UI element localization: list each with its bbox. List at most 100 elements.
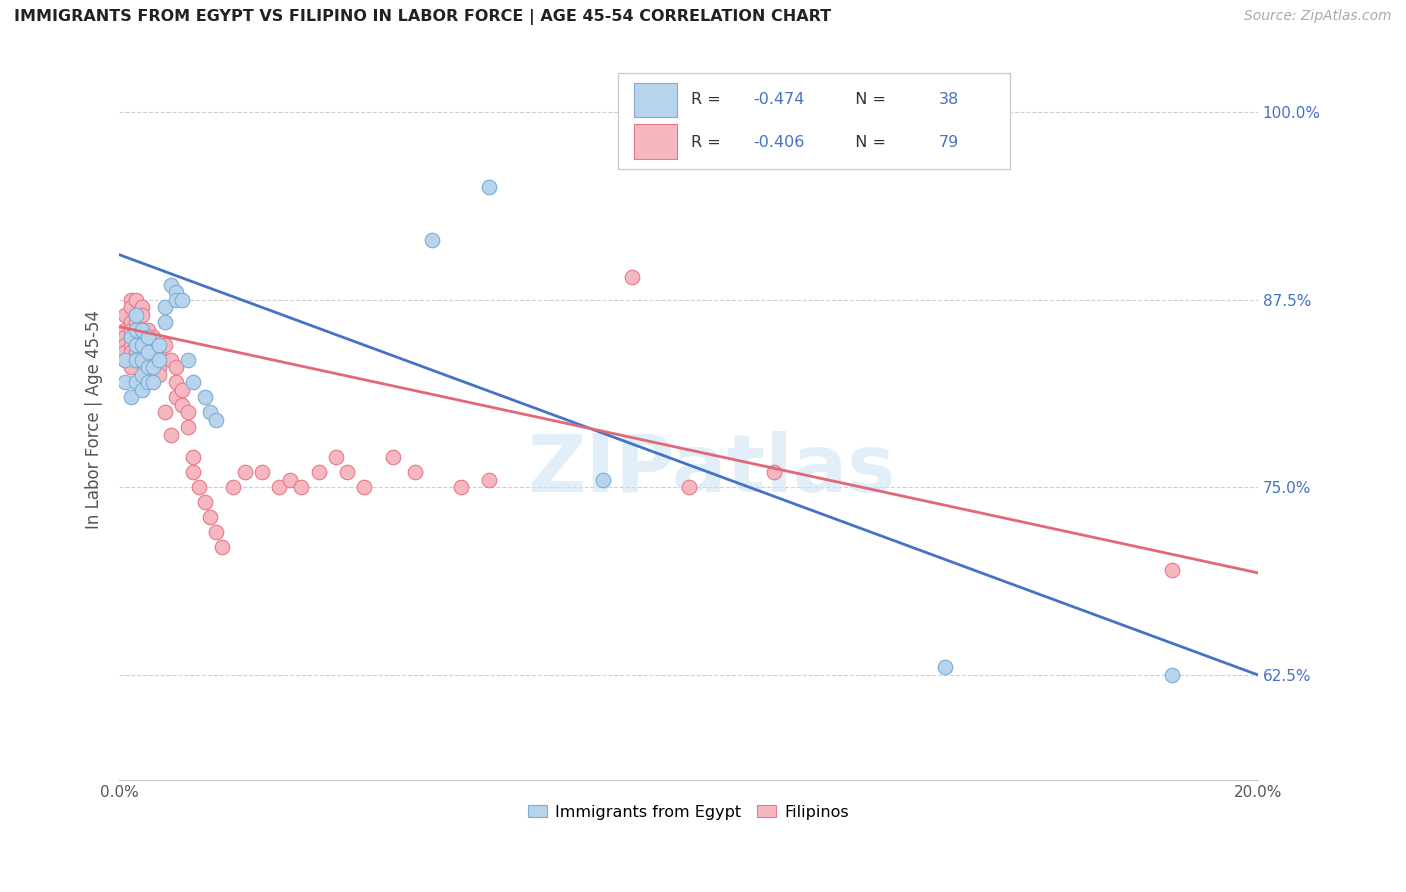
Point <box>131 308 153 322</box>
Point <box>165 360 187 375</box>
Point <box>353 480 375 494</box>
Legend: Immigrants from Egypt, Filipinos: Immigrants from Egypt, Filipinos <box>522 798 855 826</box>
Point <box>148 352 170 367</box>
Point <box>120 293 142 307</box>
Text: -0.474: -0.474 <box>754 93 804 107</box>
Point <box>142 337 165 351</box>
FancyBboxPatch shape <box>634 83 678 117</box>
Point <box>120 315 142 329</box>
Point <box>136 337 159 351</box>
Point <box>148 337 170 351</box>
Point <box>159 277 181 292</box>
Point <box>200 510 222 524</box>
Point <box>131 383 153 397</box>
Point <box>1161 668 1184 682</box>
Point <box>934 660 956 674</box>
Point <box>114 337 136 351</box>
Point <box>136 376 159 390</box>
Point <box>159 352 181 367</box>
Point <box>125 293 148 307</box>
Text: ZIPatlas: ZIPatlas <box>527 431 896 509</box>
Point <box>114 352 136 367</box>
Text: IMMIGRANTS FROM EGYPT VS FILIPINO IN LABOR FORCE | AGE 45-54 CORRELATION CHART: IMMIGRANTS FROM EGYPT VS FILIPINO IN LAB… <box>14 9 831 25</box>
Point <box>165 376 187 390</box>
Point <box>131 337 153 351</box>
Point <box>120 300 142 314</box>
Point <box>762 465 785 479</box>
Point <box>153 405 176 419</box>
Point <box>131 337 153 351</box>
Point <box>125 337 148 351</box>
Text: -0.406: -0.406 <box>754 135 804 150</box>
Point <box>148 352 170 367</box>
Point <box>120 352 142 367</box>
Point <box>131 345 153 359</box>
Point <box>114 352 136 367</box>
Point <box>278 473 301 487</box>
Text: R =: R = <box>690 135 725 150</box>
Y-axis label: In Labor Force | Age 45-54: In Labor Force | Age 45-54 <box>86 310 103 529</box>
Point <box>1161 563 1184 577</box>
Point <box>136 360 159 375</box>
Point <box>592 473 614 487</box>
Point <box>114 376 136 390</box>
FancyBboxPatch shape <box>619 72 1010 169</box>
FancyBboxPatch shape <box>634 124 678 159</box>
Point <box>120 345 142 359</box>
Point <box>136 330 159 344</box>
Point <box>170 383 193 397</box>
Point <box>222 480 245 494</box>
Point <box>422 233 444 247</box>
Text: N =: N = <box>845 135 890 150</box>
Point <box>148 368 170 382</box>
Text: Source: ZipAtlas.com: Source: ZipAtlas.com <box>1244 9 1392 23</box>
Point <box>176 405 198 419</box>
Point <box>290 480 312 494</box>
Point <box>114 330 136 344</box>
Point <box>404 465 426 479</box>
Text: N =: N = <box>845 93 890 107</box>
Point <box>131 300 153 314</box>
Point <box>153 337 176 351</box>
Point <box>120 360 142 375</box>
Point <box>188 480 211 494</box>
Point <box>148 345 170 359</box>
Point <box>165 293 187 307</box>
Point <box>181 376 204 390</box>
Point <box>478 180 501 194</box>
Point <box>120 337 142 351</box>
Point <box>211 541 233 555</box>
Text: R =: R = <box>690 93 725 107</box>
Point <box>114 308 136 322</box>
Point <box>153 315 176 329</box>
Point <box>170 398 193 412</box>
Point <box>159 427 181 442</box>
Point <box>176 352 198 367</box>
Point <box>450 480 472 494</box>
Point <box>478 473 501 487</box>
Point <box>136 360 159 375</box>
Point <box>336 465 359 479</box>
Point <box>620 270 643 285</box>
Point <box>181 450 204 465</box>
Point <box>308 465 330 479</box>
Point <box>120 323 142 337</box>
Point <box>233 465 256 479</box>
Point <box>194 390 217 404</box>
Point <box>125 345 148 359</box>
Point <box>131 330 153 344</box>
Point <box>142 360 165 375</box>
Point <box>131 323 153 337</box>
Point <box>142 352 165 367</box>
Point <box>205 413 228 427</box>
Point <box>181 465 204 479</box>
Point <box>136 345 159 359</box>
Point <box>194 495 217 509</box>
Point <box>136 352 159 367</box>
Point <box>136 323 159 337</box>
Point <box>125 308 148 322</box>
Point <box>125 352 148 367</box>
Point <box>170 293 193 307</box>
Point <box>125 337 148 351</box>
Point <box>678 480 700 494</box>
